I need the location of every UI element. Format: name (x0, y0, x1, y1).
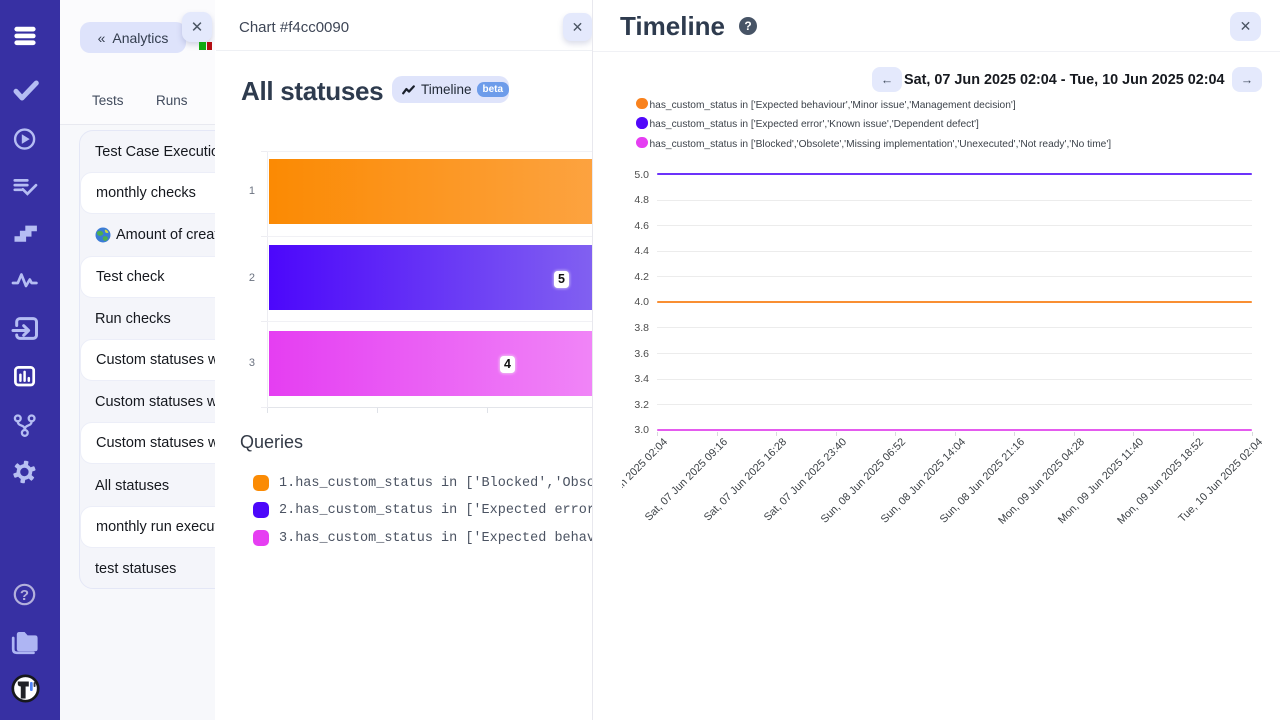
svg-text:?: ? (20, 587, 29, 604)
